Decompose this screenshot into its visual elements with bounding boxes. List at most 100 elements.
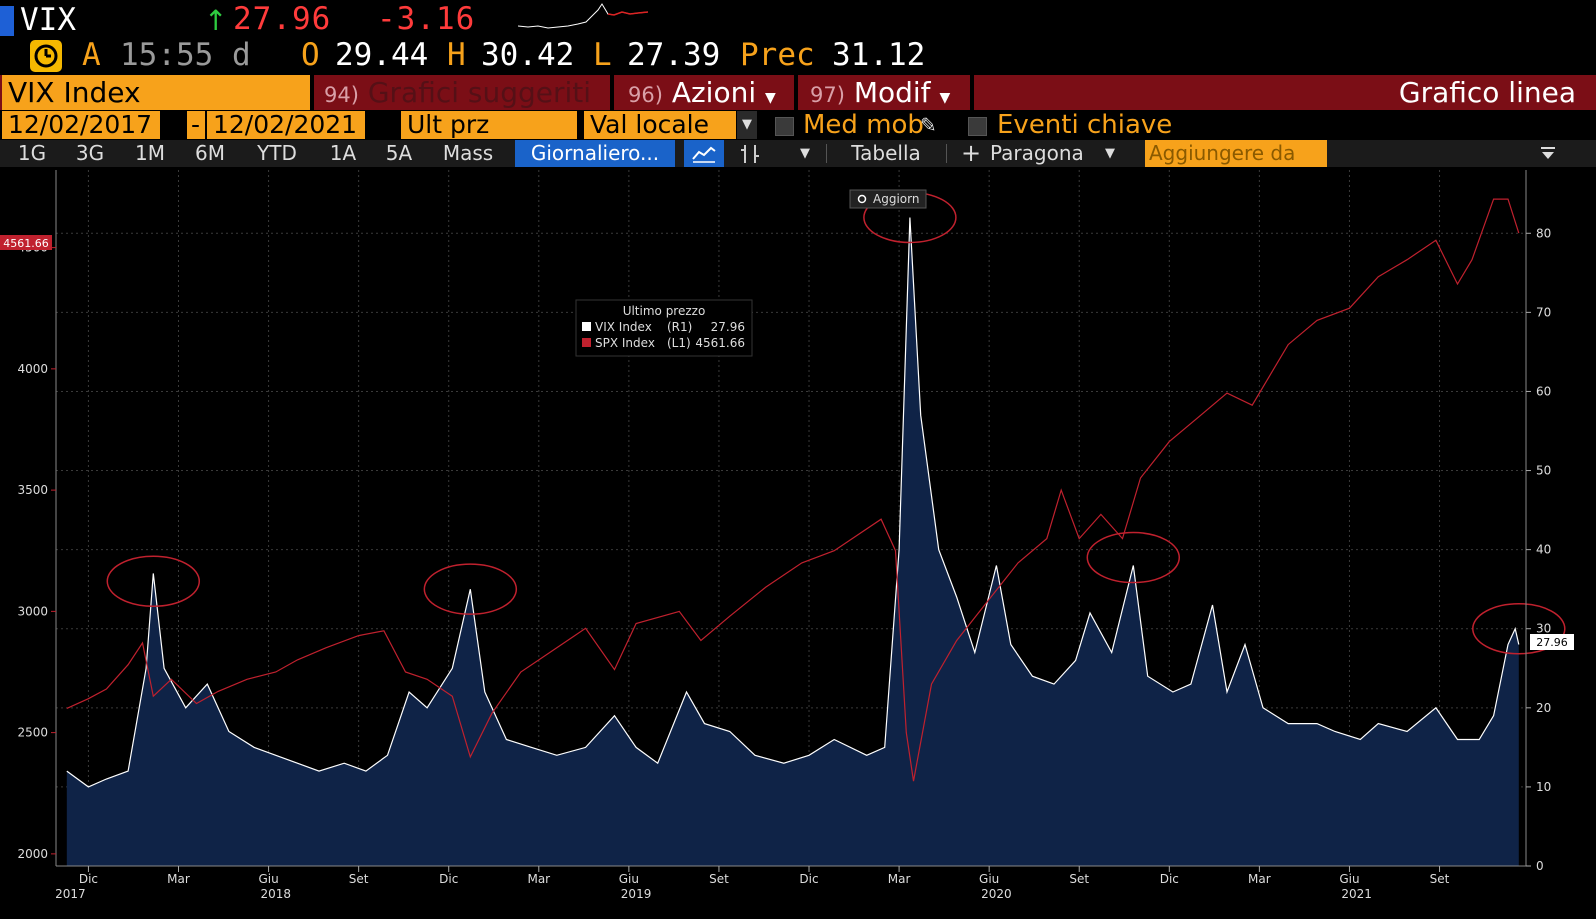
x-tick-label: Dic <box>799 872 818 886</box>
end-date-input[interactable]: 12/02/2021 <box>207 111 365 139</box>
toolbar-separator <box>310 75 314 110</box>
vix-series <box>66 217 1520 866</box>
legend-vix-last: 27.96 <box>711 320 745 334</box>
tab-max[interactable]: Mass <box>442 141 494 165</box>
source-flag: A <box>82 37 101 73</box>
x-year-label: 2021 <box>1341 887 1372 901</box>
key-events-label: Eventi chiave <box>997 110 1173 140</box>
suggested-num: 94) <box>324 83 359 107</box>
tab-1d[interactable]: 1G <box>17 141 47 165</box>
update-badge[interactable]: Aggiorn <box>849 189 927 209</box>
security-field[interactable]: VIX Index <box>2 75 310 110</box>
menu-icon[interactable] <box>1530 140 1566 167</box>
prev-close-label: Prec <box>740 37 815 73</box>
last-price: 27.96 <box>233 1 332 37</box>
candlestick-icon[interactable] <box>730 140 770 167</box>
right-tick-label: 40 <box>1536 543 1551 557</box>
x-tick-label: Giu <box>1339 872 1359 886</box>
low-value: 27.39 <box>627 37 721 73</box>
suggested-charts-button[interactable]: 94) Grafici suggeriti <box>314 75 610 110</box>
actions-menu-button[interactable]: 96) Azioni ▼ <box>616 75 794 110</box>
security-color-flag <box>0 6 14 36</box>
x-tick-label: Set <box>349 872 369 886</box>
line-chart-icon[interactable] <box>684 140 724 167</box>
plus-icon[interactable]: + <box>960 139 982 167</box>
compare-button[interactable]: Paragona <box>990 141 1084 165</box>
quote-time: 15:55 <box>120 37 214 73</box>
highlight-circle <box>423 563 518 615</box>
x-tick-label: Mar <box>888 872 911 886</box>
pencil-icon[interactable]: ✎ <box>920 113 937 137</box>
sparkline-red <box>607 11 648 16</box>
moving-average-label: Med mob <box>803 110 924 140</box>
table-button[interactable]: Tabella <box>851 141 921 165</box>
x-tick-label: Dic <box>439 872 458 886</box>
spx-line <box>66 198 1520 782</box>
currency-select[interactable]: Val locale <box>584 111 736 139</box>
date-dash: - <box>187 111 205 139</box>
add-from-input[interactable]: Aggiungere da <box>1145 140 1327 167</box>
up-arrow-icon: ↑ <box>204 4 228 37</box>
tab-ytd[interactable]: YTD <box>257 141 297 165</box>
left-tick-label: 3500 <box>17 483 48 497</box>
highlight-circles <box>106 191 1566 655</box>
legend-swatch-spx <box>582 338 591 347</box>
x-year-label: 2019 <box>621 887 652 901</box>
update-label: Aggiorn <box>873 192 919 206</box>
update-badge-box[interactable] <box>849 189 927 209</box>
delayed-clock-icon[interactable] <box>30 40 62 72</box>
frequency-select[interactable]: Giornaliero... <box>515 140 675 167</box>
chart-toolbar: VIX Index 94) Grafici suggeriti 96) Azio… <box>0 75 1596 110</box>
right-tick-label: 70 <box>1536 305 1551 319</box>
date-range-bar: 12/02/2017 - 12/02/2021 Ult prz Val loca… <box>0 111 1596 139</box>
divider <box>946 144 947 163</box>
chevron-down-icon[interactable]: ▼ <box>800 146 810 161</box>
x-tick-label: Dic <box>1160 872 1179 886</box>
chart-axes: 2000250030003500400045000102030405060708… <box>17 170 1551 901</box>
prev-close-value: 31.12 <box>832 37 926 73</box>
calendar-icon[interactable] <box>370 114 388 134</box>
modify-menu-button[interactable]: 97) Modif ▼ <box>798 75 970 110</box>
highlight-circle <box>1472 602 1566 655</box>
high-label: H <box>447 37 466 73</box>
moving-average-checkbox[interactable] <box>775 117 794 136</box>
toolbar-separator <box>794 75 798 110</box>
chevron-down-icon[interactable]: ▼ <box>737 111 757 139</box>
price-change: -3.16 <box>377 1 476 37</box>
start-date-input[interactable]: 12/02/2017 <box>2 111 160 139</box>
refresh-icon <box>857 194 867 204</box>
tab-1y[interactable]: 1A <box>329 141 357 165</box>
actions-label: Azioni <box>671 76 757 109</box>
high-value: 30.42 <box>481 37 575 73</box>
chart-type-label[interactable]: Grafico linea <box>1398 76 1576 109</box>
x-tick-label: Set <box>1430 872 1450 886</box>
highlight-circle <box>106 555 201 608</box>
tab-6m[interactable]: 6M <box>195 141 225 165</box>
x-tick-label: Mar <box>167 872 190 886</box>
modify-num: 97) <box>810 83 845 107</box>
right-tick-label: 0 <box>1536 859 1544 873</box>
right-tick-label: 80 <box>1536 226 1551 240</box>
price-field-select[interactable]: Ult prz <box>401 111 577 139</box>
vix-area-fill <box>66 217 1519 866</box>
right-tick-label: 20 <box>1536 701 1551 715</box>
left-current-tag: 4561.66 <box>0 235 52 250</box>
tab-3d[interactable]: 3G <box>75 141 105 165</box>
calendar-icon[interactable] <box>165 114 183 134</box>
tab-1m[interactable]: 1M <box>135 141 165 165</box>
right-current-value: 27.96 <box>1536 636 1568 649</box>
toolbar-separator <box>970 75 974 110</box>
tab-5y[interactable]: 5A <box>385 141 413 165</box>
chevron-down-icon: ▼ <box>939 90 951 106</box>
highlight-circle <box>1086 531 1181 584</box>
ticker-symbol: VIX <box>20 2 76 38</box>
modify-label: Modif <box>853 76 931 109</box>
x-tick-label: Giu <box>979 872 999 886</box>
chevron-down-icon: ▼ <box>765 90 776 106</box>
key-events-checkbox[interactable] <box>968 117 987 136</box>
chevron-down-icon[interactable]: ▼ <box>1105 146 1115 161</box>
x-year-label: 2018 <box>261 887 292 901</box>
right-tick-label: 50 <box>1536 464 1551 478</box>
left-tick-label: 2000 <box>17 847 48 861</box>
open-value: 29.44 <box>335 37 429 73</box>
